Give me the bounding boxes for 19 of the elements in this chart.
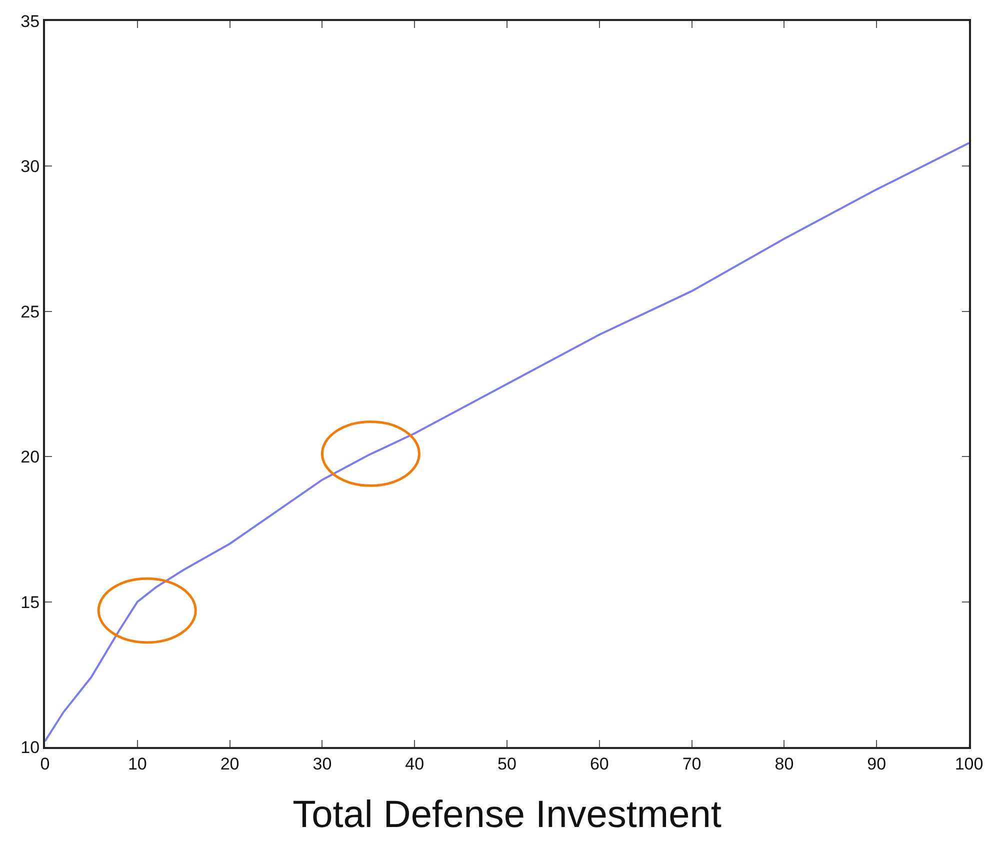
x-axis-title: Total Defense Investment [292,794,722,836]
x-tick-label: 70 [682,754,702,774]
y-tick-label: 20 [20,448,40,467]
y-tick-label: 35 [20,12,40,31]
x-tick-label: 60 [590,754,609,774]
x-tick-label: 90 [867,754,886,774]
y-tick-label: 15 [20,592,40,612]
x-tick-label: 10 [128,754,147,774]
x-tick-label: 0 [40,754,50,774]
line-series [45,142,969,742]
x-tick-label: 40 [405,754,424,774]
y-tick-label: 10 [20,738,40,757]
x-tick-label: 100 [954,754,984,774]
x-tick-label: 50 [498,754,516,774]
x-tick-label: 30 [312,754,332,774]
y-tick-label: 25 [20,302,40,322]
x-tick-label: 20 [220,754,240,774]
y-tick-label: 30 [20,157,40,176]
x-tick-label: 80 [774,754,794,774]
